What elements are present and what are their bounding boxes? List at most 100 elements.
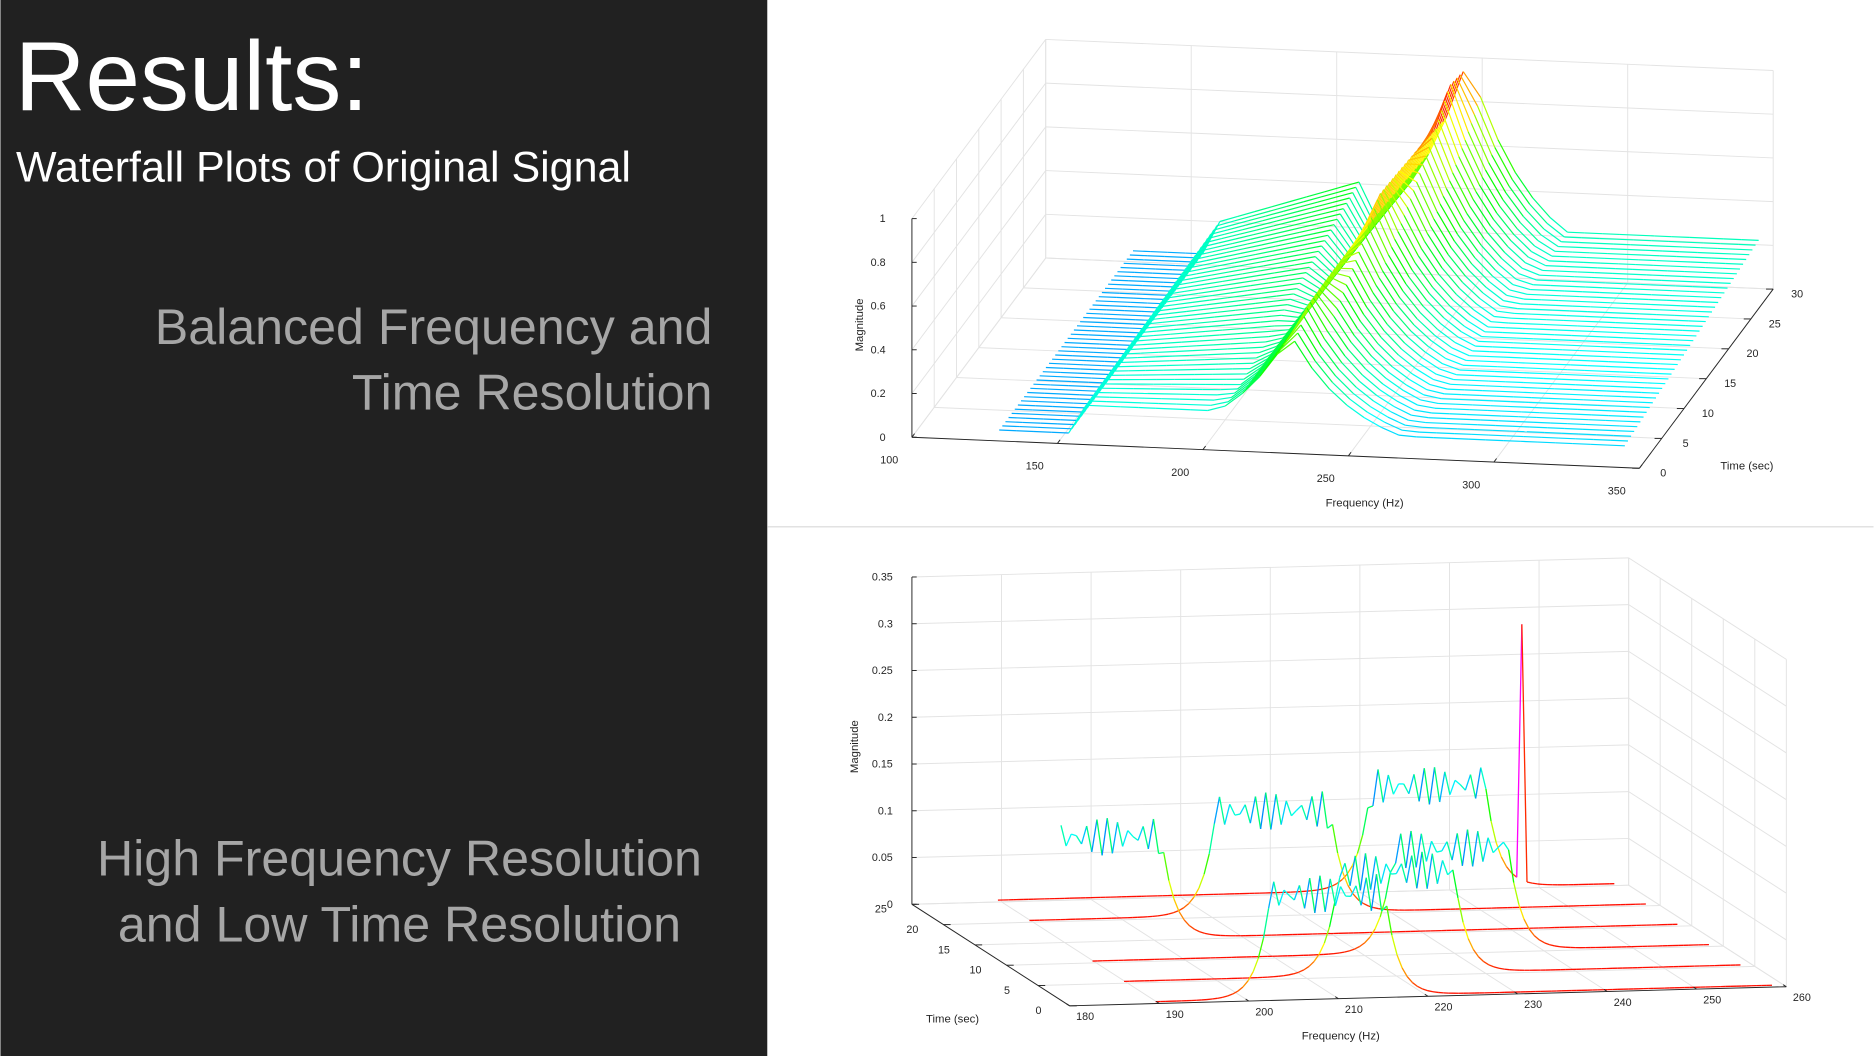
waterfall-line	[1293, 293, 1312, 302]
waterfall-line	[1453, 378, 1472, 381]
waterfall-line	[1606, 390, 1625, 393]
waterfall-line	[1410, 330, 1429, 347]
waterfall-line	[1145, 280, 1164, 283]
waterfall-line	[1464, 139, 1483, 178]
waterfall-line	[1534, 392, 1552, 395]
x-tick-label: 230	[1524, 999, 1542, 1011]
waterfall-line	[1473, 114, 1493, 156]
waterfall-line	[1407, 157, 1426, 186]
waterfall-line	[1170, 286, 1188, 291]
waterfall-line	[1193, 404, 1211, 406]
waterfall-line	[1038, 400, 1056, 403]
waterfall-line	[1481, 335, 1500, 338]
z-tick-label: 0.05	[872, 852, 893, 864]
waterfall-line	[1606, 336, 1624, 339]
waterfall-line	[1476, 105, 1496, 148]
waterfall-line	[1504, 410, 1522, 413]
waterfall-line	[1491, 375, 1509, 378]
waterfall-line	[1329, 388, 1348, 406]
waterfall-line	[1667, 270, 1685, 273]
waterfall-line	[1728, 258, 1747, 261]
waterfall-line	[1349, 197, 1368, 230]
waterfall-line	[1265, 210, 1284, 217]
waterfall-line	[1137, 267, 1156, 270]
waterfall-line	[1147, 342, 1165, 345]
waterfall-line	[1242, 224, 1260, 231]
waterfall-line	[1457, 233, 1476, 259]
waterfall-line	[1207, 353, 1225, 356]
waterfall-line	[1318, 250, 1337, 270]
waterfall-line	[1552, 309, 1570, 312]
waterfall-line	[1448, 180, 1468, 214]
waterfall-line	[1126, 348, 1144, 351]
waterfall-line	[1262, 341, 1281, 348]
waterfall-line	[1297, 206, 1315, 213]
waterfall-line	[1319, 288, 1338, 309]
waterfall-line	[1267, 230, 1286, 236]
waterfall-line	[1257, 937, 1265, 959]
waterfall-line	[1427, 118, 1447, 155]
waterfall-line	[1562, 403, 1581, 406]
waterfall-line	[1227, 388, 1246, 403]
waterfall-line	[1572, 305, 1591, 308]
waterfall-line	[1488, 434, 1507, 437]
waterfall-line	[1184, 288, 1202, 293]
waterfall-line	[1595, 380, 1614, 383]
waterfall-line	[1580, 320, 1599, 323]
waterfall-line	[1263, 262, 1281, 267]
waterfall-line	[1389, 317, 1409, 338]
waterfall-line	[1234, 813, 1241, 816]
waterfall-line	[1613, 380, 1631, 383]
waterfall-line	[1548, 343, 1566, 346]
z-tick-label: 0.6	[871, 301, 886, 313]
waterfall-line	[1259, 220, 1278, 226]
waterfall-line	[1072, 355, 1091, 358]
waterfall-line	[1694, 256, 1712, 259]
waterfall-line	[1596, 296, 1614, 299]
waterfall-line	[1266, 341, 1286, 360]
waterfall-line	[1559, 354, 1577, 356]
waterfall-line	[1308, 266, 1327, 282]
waterfall-line	[1518, 904, 1525, 920]
waterfall-line	[1181, 292, 1199, 297]
waterfall-line	[1680, 305, 1698, 308]
waterfall-line	[1508, 322, 1526, 325]
waterfall-line	[1432, 991, 1439, 994]
waterfall-line	[1569, 310, 1588, 313]
waterfall-line	[1420, 399, 1439, 405]
waterfall-line	[1628, 356, 1647, 359]
waterfall-line	[1459, 74, 1478, 107]
waterfall-line	[1619, 371, 1637, 374]
waterfall-line	[1621, 395, 1639, 398]
waterfall-line	[1483, 961, 1490, 966]
waterfall-line	[1518, 416, 1537, 419]
waterfall-line	[1492, 346, 1511, 349]
waterfall-line	[1447, 254, 1467, 277]
waterfall-line	[1404, 161, 1423, 190]
waterfall-line	[1358, 251, 1377, 286]
waterfall-line	[1497, 139, 1516, 173]
waterfall-line	[1073, 329, 1092, 332]
waterfall-line	[1634, 293, 1652, 296]
waterfall-line	[1041, 396, 1059, 399]
waterfall-line	[1461, 829, 1469, 866]
waterfall-line	[1379, 193, 1399, 232]
waterfall-line	[1130, 301, 1148, 304]
waterfall-line	[1363, 417, 1382, 428]
waterfall-line	[1279, 332, 1299, 351]
waterfall-line	[1237, 253, 1256, 259]
waterfall-line	[1355, 885, 1362, 906]
waterfall-line	[1346, 865, 1353, 875]
waterfall-line	[1602, 287, 1621, 290]
waterfall-line	[1547, 427, 1565, 430]
waterfall-line	[1405, 163, 1423, 166]
waterfall-line	[1344, 355, 1363, 376]
waterfall-line	[1008, 416, 1026, 419]
waterfall-line	[1511, 371, 1530, 374]
waterfall-line	[1427, 990, 1434, 993]
waterfall-line	[1428, 767, 1436, 805]
waterfall-line	[1494, 147, 1513, 180]
waterfall-line	[1263, 314, 1282, 318]
x-tick-label: 250	[1703, 994, 1721, 1006]
